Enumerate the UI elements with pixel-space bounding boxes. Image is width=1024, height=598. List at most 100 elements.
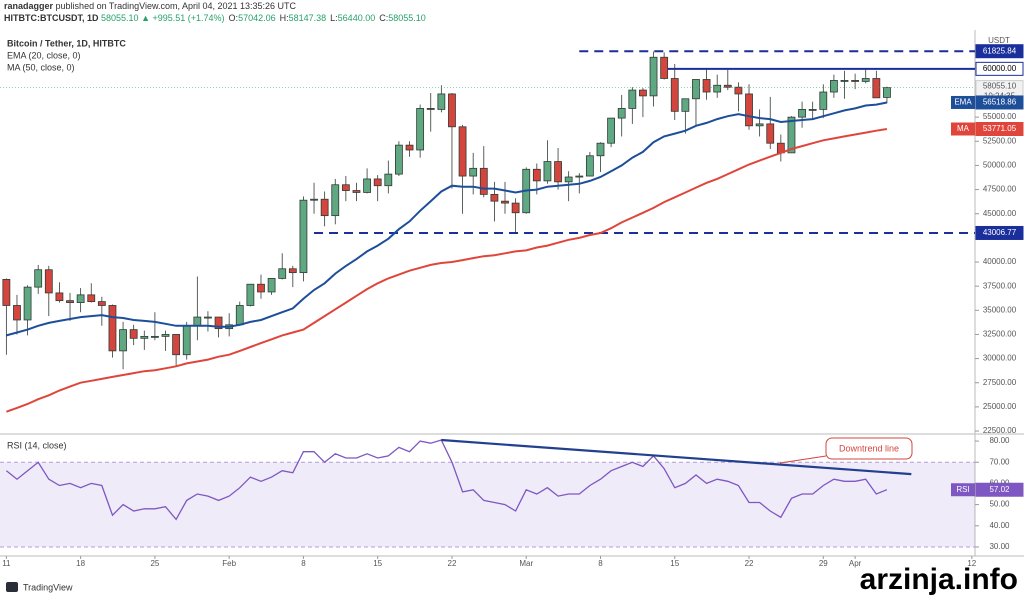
- candle-body: [140, 335, 149, 339]
- symbol: HITBTC:BTCUSDT, 1D: [4, 13, 99, 23]
- candle-body: [204, 316, 212, 319]
- rsi-line: [5, 439, 888, 521]
- rsi-value-tag-box: [951, 483, 975, 497]
- candle-body: [755, 123, 764, 127]
- candle-body: [246, 283, 255, 306]
- x-tick-label: Apr: [849, 559, 862, 568]
- candle-body: [787, 116, 796, 154]
- indicator-value-box: [975, 122, 1024, 137]
- candle-body: [628, 89, 637, 109]
- header-line: ranadagger published on TradingView.com,…: [4, 1, 297, 11]
- candle-body: [575, 175, 584, 178]
- candle-body: [702, 79, 711, 93]
- candle-body: [331, 184, 340, 217]
- candle-body: [490, 193, 499, 202]
- candle-body: [829, 80, 838, 93]
- annotation-box: [825, 437, 913, 460]
- ohlc-key: H:: [280, 13, 289, 23]
- legend-title: Bitcoin / Tether, 1D, HITBTC: [7, 38, 126, 48]
- indicator-line: [6, 101, 888, 337]
- indicator-value-tag: MA: [957, 124, 970, 133]
- candle-body: [288, 268, 297, 274]
- candle-body: [713, 84, 722, 93]
- x-tick-label: 18: [76, 559, 85, 568]
- y-tick-label: 30000.00: [983, 354, 1017, 363]
- candle-body: [299, 199, 308, 274]
- candle-body: [723, 84, 732, 88]
- candle-body: [426, 108, 435, 110]
- candle-body: [543, 161, 552, 182]
- rsi-band: [0, 462, 975, 547]
- candle-body: [798, 109, 806, 118]
- y-tick-label: 27500.00: [983, 378, 1017, 387]
- candle-body: [596, 142, 605, 157]
- candle-body: [119, 329, 127, 352]
- level-label-box: [975, 44, 1024, 59]
- candle-body: [341, 184, 350, 191]
- candle-body: [501, 200, 509, 204]
- y-tick-label: 47500.00: [983, 185, 1017, 194]
- level-label: 60000.00: [983, 64, 1017, 73]
- x-tick-label: Mar: [519, 559, 533, 568]
- candle-body: [745, 93, 753, 127]
- candle-body: [352, 190, 361, 193]
- ohlc-value: 56440.00: [338, 13, 376, 23]
- candle-body: [448, 93, 456, 128]
- candle-body: [182, 325, 191, 356]
- indicator-value: 53771.05: [983, 124, 1017, 133]
- y-tick-label: 25000.00: [983, 402, 1017, 411]
- indicator-value-tag-box: [951, 95, 975, 109]
- annotation: Downtrend line: [839, 443, 899, 453]
- candle-body: [617, 108, 626, 119]
- candle-body: [681, 98, 690, 112]
- y-tick-label: 22500.00: [983, 426, 1017, 435]
- candle-body: [23, 286, 32, 321]
- y-tick-label: 30.00: [989, 542, 1010, 551]
- ohlc-key: O:: [229, 13, 239, 23]
- candle-body: [363, 178, 371, 193]
- candle-body: [883, 87, 891, 98]
- candle-body: [564, 176, 573, 183]
- candle-body: [554, 161, 562, 183]
- y-tick-label: 50.00: [989, 500, 1010, 509]
- candle-body: [310, 198, 318, 201]
- candle-body: [585, 155, 594, 177]
- candle-body: [840, 80, 849, 82]
- candle-body: [373, 178, 382, 187]
- trendline: [441, 438, 912, 476]
- candle-body: [861, 78, 870, 82]
- candle-body: [479, 167, 488, 195]
- candle-body: [278, 268, 287, 279]
- x-tick-label: 15: [373, 559, 382, 568]
- ohlc-key: L:: [330, 13, 338, 23]
- candle-body: [320, 198, 329, 217]
- level-label: 43006.77: [983, 228, 1017, 237]
- author: ranadagger: [4, 1, 54, 11]
- y-tick-label: 80.00: [989, 436, 1010, 445]
- ohlc-value: 58147.38: [289, 13, 327, 23]
- candle-body: [660, 56, 669, 79]
- y-tick-label: 35000.00: [983, 305, 1017, 314]
- candle-body: [670, 78, 679, 112]
- x-tick-label: 29: [819, 559, 828, 568]
- candle-body: [267, 278, 276, 293]
- unit-label: USDT: [988, 36, 1010, 45]
- x-tick-label: 12: [967, 559, 976, 568]
- published: published on TradingView.com, April 04, …: [56, 1, 297, 11]
- candle-body: [851, 80, 860, 82]
- logo: TradingView: [6, 582, 73, 592]
- candle-body: [257, 283, 265, 293]
- change: ▲ +995.51 (+1.74%): [141, 13, 224, 23]
- candle-body: [639, 89, 647, 97]
- indicator-value-tag-box: [951, 122, 975, 136]
- candle-body: [161, 334, 170, 337]
- x-tick-label: 25: [150, 559, 159, 568]
- rsi-value-tag: RSI: [956, 485, 969, 494]
- level-label-box: [975, 61, 1024, 76]
- indicator-value-box: [975, 95, 1024, 110]
- candle-body: [150, 335, 159, 338]
- candle-body: [129, 329, 138, 339]
- candle-body: [87, 294, 96, 303]
- x-tick-label: Feb: [222, 559, 236, 568]
